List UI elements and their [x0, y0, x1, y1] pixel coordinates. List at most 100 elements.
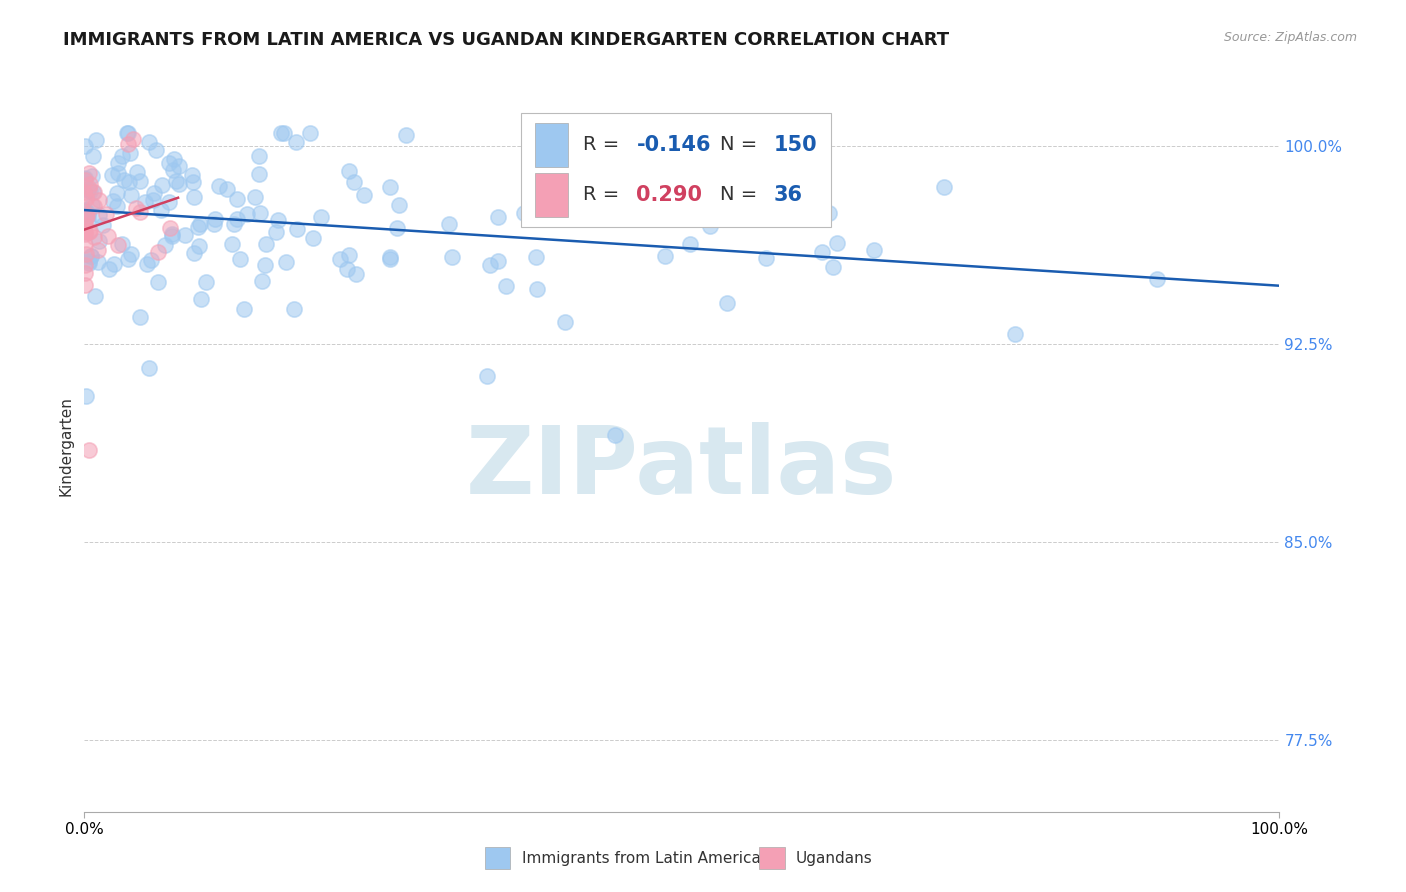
Point: [82, 169, 104, 183]
Point: [337, 247, 360, 261]
Point: [208, 178, 231, 193]
Point: [73, 185, 96, 199]
Point: [699, 219, 721, 233]
Text: Immigrants from Latin America: Immigrants from Latin America: [522, 851, 761, 865]
Point: [101, 168, 124, 182]
Point: [105, 199, 128, 213]
Point: [103, 257, 125, 271]
Point: [107, 238, 129, 252]
Point: [79, 178, 101, 192]
Point: [477, 368, 499, 383]
Point: [111, 149, 134, 163]
Point: [75, 172, 97, 186]
Point: [157, 156, 180, 170]
Point: [149, 203, 172, 218]
Point: [183, 246, 205, 260]
Point: [79, 225, 101, 239]
Point: [159, 221, 181, 235]
Point: [388, 198, 411, 212]
Point: [495, 278, 517, 293]
Point: [120, 188, 142, 202]
Point: [75, 189, 97, 203]
Point: [75, 227, 97, 241]
Point: [167, 159, 190, 173]
Point: [1004, 327, 1026, 342]
Point: [285, 222, 308, 236]
Point: [87, 193, 110, 207]
Point: [115, 126, 138, 140]
Point: [77, 442, 100, 457]
Point: [143, 186, 166, 200]
Point: [157, 194, 180, 209]
Point: [79, 184, 101, 198]
Point: [121, 132, 143, 146]
Text: 0.290: 0.290: [637, 185, 703, 205]
Point: [75, 388, 97, 402]
Point: [76, 209, 98, 223]
Point: [73, 226, 96, 240]
Point: [254, 237, 277, 252]
Point: [77, 213, 100, 227]
Point: [180, 169, 202, 183]
Point: [141, 252, 163, 267]
Point: [187, 220, 209, 235]
Point: [247, 149, 270, 163]
Point: [311, 211, 333, 225]
Point: [190, 292, 212, 306]
Point: [823, 260, 845, 275]
Point: [77, 181, 100, 195]
Point: [298, 126, 321, 140]
Point: [77, 166, 100, 180]
Point: [187, 239, 209, 253]
Point: [792, 191, 814, 205]
Point: [387, 221, 409, 235]
Point: [302, 230, 325, 244]
Point: [229, 252, 252, 267]
Point: [190, 217, 212, 231]
Point: [86, 254, 108, 268]
Text: R =: R =: [582, 186, 626, 204]
Point: [162, 227, 184, 242]
Point: [863, 243, 886, 257]
Point: [343, 175, 366, 189]
Point: [98, 262, 121, 277]
Text: 36: 36: [773, 185, 803, 205]
Point: [97, 229, 120, 244]
Point: [163, 152, 186, 166]
Point: [249, 205, 271, 219]
Point: [79, 253, 101, 268]
Text: 150: 150: [773, 135, 817, 155]
Point: [77, 255, 100, 269]
Point: [811, 244, 834, 259]
Point: [73, 172, 96, 186]
Point: [270, 126, 292, 140]
Point: [329, 252, 352, 267]
Text: Ugandans: Ugandans: [796, 851, 873, 865]
Point: [134, 195, 156, 210]
Point: [80, 249, 103, 263]
Point: [82, 149, 104, 163]
Point: [755, 252, 778, 266]
Point: [267, 213, 290, 227]
Point: [107, 156, 129, 170]
Point: [77, 183, 100, 197]
Point: [75, 192, 97, 206]
Point: [283, 302, 305, 317]
Point: [142, 194, 165, 208]
Point: [75, 246, 97, 260]
Point: [80, 198, 103, 212]
Point: [125, 201, 148, 215]
Point: [75, 207, 97, 221]
Point: [107, 166, 129, 180]
Point: [513, 206, 536, 220]
Point: [75, 203, 97, 218]
Point: [337, 163, 360, 178]
Point: [112, 172, 135, 186]
Point: [138, 136, 160, 150]
Point: [716, 295, 738, 310]
Point: [150, 178, 173, 192]
Point: [76, 206, 98, 220]
Point: [666, 211, 689, 225]
Point: [165, 174, 187, 188]
Point: [225, 192, 247, 206]
